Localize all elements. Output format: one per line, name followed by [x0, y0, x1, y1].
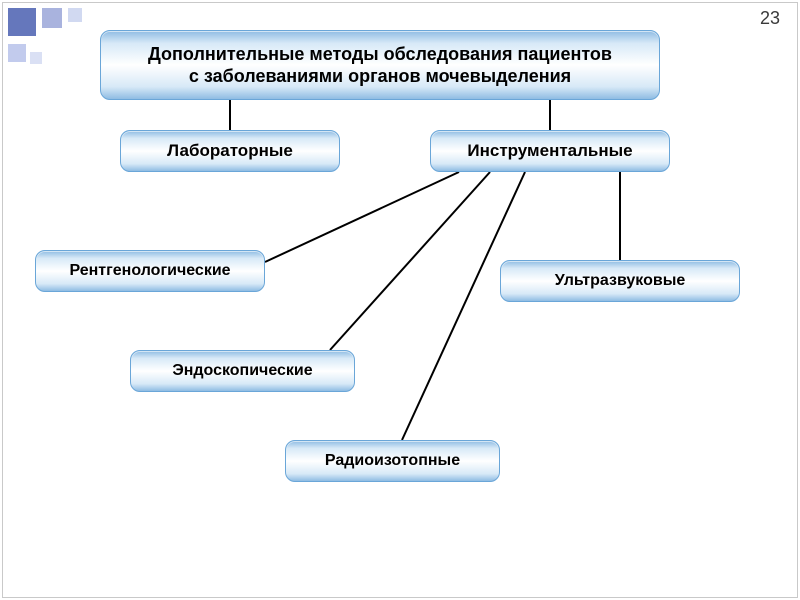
node-ultrasound: Ультразвуковые	[500, 260, 740, 302]
node-laboratory-label: Лабораторные	[167, 140, 293, 161]
node-root-line2: с заболеваниями органов мочевыделения	[148, 65, 612, 88]
node-ultrasound-label: Ультразвуковые	[555, 271, 686, 291]
node-root-line1: Дополнительные методы обследования пацие…	[148, 43, 612, 66]
node-radioisotope-label: Радиоизотопные	[325, 451, 460, 471]
node-root: Дополнительные методы обследования пацие…	[100, 30, 660, 100]
node-instrumental-label: Инструментальные	[467, 140, 632, 161]
node-radioisotope: Радиоизотопные	[285, 440, 500, 482]
node-laboratory: Лабораторные	[120, 130, 340, 172]
node-endoscopy: Эндоскопические	[130, 350, 355, 392]
page-number: 23	[760, 8, 780, 29]
node-instrumental: Инструментальные	[430, 130, 670, 172]
node-xray: Рентгенологические	[35, 250, 265, 292]
node-xray-label: Рентгенологические	[69, 261, 230, 281]
node-endoscopy-label: Эндоскопические	[172, 361, 312, 381]
diagram-canvas: 23 Дополнительные методы обследования па…	[0, 0, 800, 600]
